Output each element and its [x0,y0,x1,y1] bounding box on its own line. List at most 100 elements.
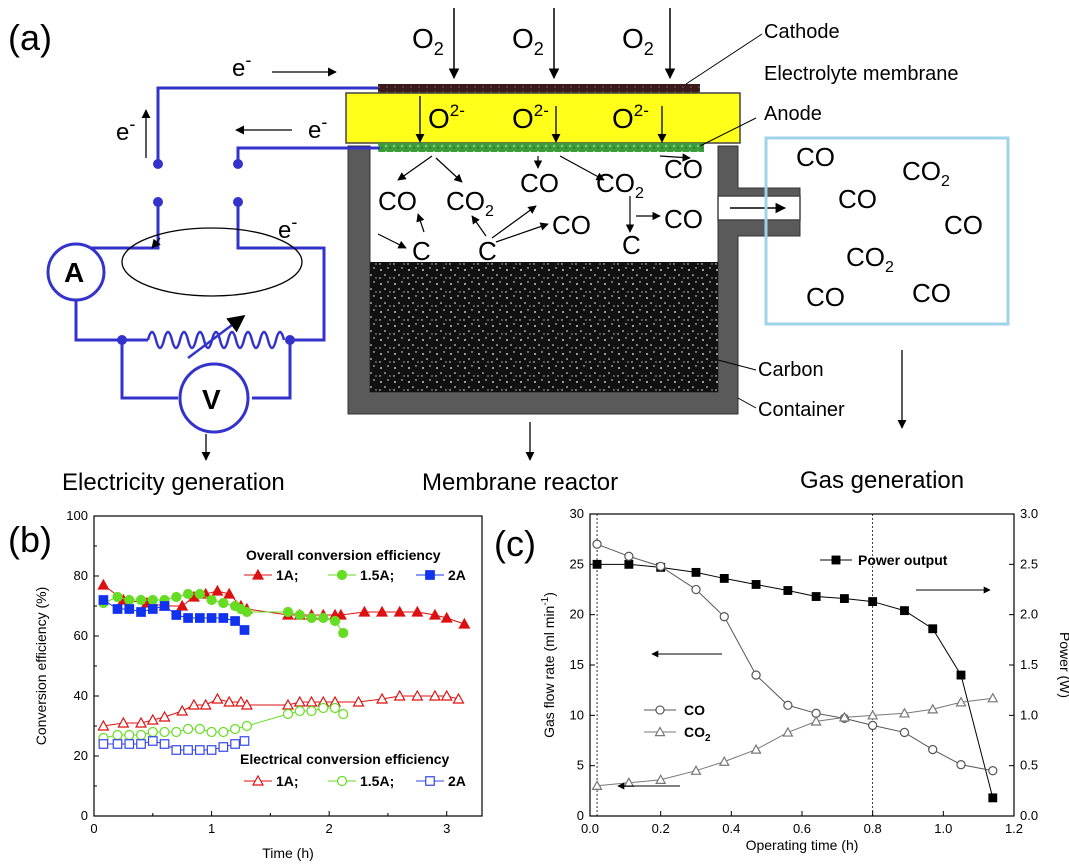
y2label-c: Power (W) [1057,632,1069,698]
legend-entry: 1A; [276,567,299,583]
legend-entry: 2A [448,567,466,583]
y2tick-label-c: 2.5 [1020,556,1038,571]
point-b-0 [393,605,406,617]
y2tick-label-c: 1.0 [1020,707,1038,722]
svg-text:CO2: CO2 [446,186,494,220]
chart-b: 0 20 40 60 80 100 0 1 2 3 Time (h) Conversion effic… [33,508,483,861]
point-c-1 [719,612,729,622]
point-b-4 [306,705,317,717]
point-b-4 [147,726,158,738]
y2tick-label-c: 0.0 [1020,808,1038,823]
point-b-2 [218,613,229,623]
point-c-1 [899,727,910,738]
point-b-3 [411,689,424,701]
ytick-label-b: 80 [74,568,88,583]
point-b-4 [182,723,194,735]
point-b-5 [159,739,170,749]
point-b-1 [282,606,294,618]
legend-marker [336,569,348,581]
ylabel-c: Gas flow rate (ml min-1) [540,592,557,738]
point-c-1 [624,551,634,561]
legend-marker [251,774,265,786]
point-c-2 [898,707,910,718]
svg-text:O2-: O2- [612,101,649,134]
point-c-2 [690,764,702,775]
point-b-4 [135,729,147,741]
point-c-1 [592,539,602,549]
svg-text:CO: CO [806,282,845,312]
point-b-1 [329,615,341,627]
xtick-label-c: 1.0 [934,821,952,836]
point-b-4 [329,702,341,714]
point-c-1 [988,766,998,776]
svg-text:O2-: O2- [512,101,549,134]
legend-title-electrical: Electrical conversion efficiency [240,751,450,767]
xtick-label-b: 2 [326,821,333,836]
point-b-1 [112,591,123,603]
xtick-label-c: 0.8 [864,821,882,836]
point-c-2 [838,711,850,722]
point-c-0 [839,594,849,603]
legend-label-power: Power output [858,552,948,568]
legend-entry: 1.5A; [360,773,394,789]
legend-marker [425,570,435,580]
point-b-1 [338,627,349,639]
svg-text:e-: e- [116,114,135,146]
point-b-4 [171,726,182,738]
point-c-0 [956,670,966,680]
point-b-3 [428,689,441,701]
chart-c: 0 5 10 15 20 25 30 0.0 0.5 1.0 1.5 2.0 2.5 3.0 0.0 0.2 0… [540,506,1069,853]
point-c-1 [783,700,793,710]
xtick-label-c: 0.4 [722,821,740,836]
point-b-0 [97,578,110,590]
y2tick-label-c: 3.0 [1020,506,1038,521]
point-b-3 [440,689,453,701]
point-b-5 [171,745,182,755]
point-c-2 [867,709,879,720]
svg-text:CO2: CO2 [596,168,644,202]
point-b-4 [194,723,205,735]
point-c-1 [691,584,701,595]
point-b-3 [452,692,465,704]
point-c-2 [927,703,939,714]
point-b-4 [338,708,349,720]
anode-layer [378,143,704,152]
legend-title-overall: Overall conversion efficiency [246,547,441,563]
point-b-3 [240,698,253,710]
circuit-nodes [117,159,295,345]
legend-marker-power [831,555,841,565]
point-b-5 [194,745,205,755]
ytick-label-c: 0 [577,808,584,823]
point-b-0 [176,599,189,611]
point-b-1 [182,588,194,600]
point-c-0 [751,580,761,589]
svg-text:V: V [202,384,221,415]
component-labels: Cathode Electrolyte membrane Anode Carbo… [685,21,959,421]
svg-text:CO: CO [838,184,877,214]
svg-text:Electrolyte membrane: Electrolyte membrane [764,63,959,85]
point-b-3 [199,698,212,710]
point-b-2 [136,607,146,617]
svg-text:e-: e- [308,112,327,144]
svg-text:C: C [622,230,641,260]
xtick-label-b: 0 [90,821,97,836]
point-b-0 [376,605,389,617]
point-b-4 [282,708,294,720]
xtick-label-c: 0.6 [793,821,811,836]
point-b-5 [147,736,158,746]
point-b-5 [206,745,217,755]
xtick-label-c: 0.0 [581,821,599,836]
point-c-2 [718,755,730,766]
point-b-2 [159,601,170,611]
point-b-1 [124,594,135,606]
svg-text:A: A [64,257,84,288]
svg-text:Carbon: Carbon [758,359,824,381]
panel-a-label: (a) [8,17,52,58]
point-b-1 [218,597,229,609]
point-b-5 [112,739,123,749]
svg-text:CO: CO [796,142,835,172]
oxygen-inlet-2: O2 [512,8,560,80]
point-b-2 [147,604,158,614]
point-b-2 [230,616,240,626]
point-b-4 [159,726,170,738]
